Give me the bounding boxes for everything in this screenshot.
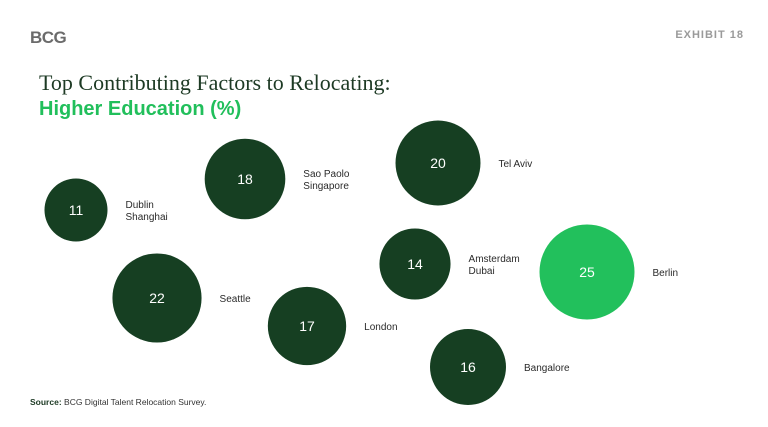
bubble-city-label: Sao Paolo xyxy=(303,169,350,180)
bubble-city-label: Dublin xyxy=(126,200,154,211)
bubble-value-label: 18 xyxy=(237,171,253,187)
bubble-city-label: Amsterdam xyxy=(469,254,520,265)
bubble-circle xyxy=(395,120,481,206)
subtitle-unit: (%) xyxy=(210,98,242,120)
bubble-value-label: 14 xyxy=(407,256,423,272)
bubble-value-label: 16 xyxy=(460,359,476,375)
bubble-tel-aviv: 20 Tel Aviv xyxy=(395,120,532,206)
chart-subtitle: Higher Education (%) xyxy=(39,98,241,121)
bubble-london: 17 London xyxy=(267,286,398,366)
bubble-value-label: 22 xyxy=(149,290,165,306)
source-label: Source: xyxy=(30,397,62,407)
bubble-circle xyxy=(112,253,202,343)
bubble-city-label: Tel Aviv xyxy=(498,159,532,170)
bubble-value-label: 17 xyxy=(299,318,315,334)
bubble-berlin: 25 Berlin xyxy=(539,224,679,320)
bubble-city-label: Bangalore xyxy=(524,363,570,374)
bubble-city-label: Berlin xyxy=(653,268,679,279)
bubble-circle xyxy=(430,329,506,405)
bubble-city-label: Seattle xyxy=(220,294,252,305)
bubble-city-label: Dubai xyxy=(469,266,495,277)
source-note: Source: BCG Digital Talent Relocation Su… xyxy=(30,397,206,407)
chart-title: Top Contributing Factors to Relocating: xyxy=(39,70,391,95)
bubble-circle xyxy=(539,224,635,320)
bubble-circle xyxy=(44,178,108,242)
bubble-bangalore: 16 Bangalore xyxy=(430,329,570,405)
bubble-city-label: Singapore xyxy=(303,181,349,192)
bubble-circle xyxy=(267,286,347,366)
exhibit-number: EXHIBIT 18 xyxy=(675,29,744,41)
bubble-city-label: London xyxy=(364,322,397,333)
bubble-circle xyxy=(379,228,451,300)
bubble-circle xyxy=(204,138,286,220)
bubble-city-label: Shanghai xyxy=(126,212,168,223)
bcg-logo: BCG xyxy=(30,28,67,47)
bubble-value-label: 11 xyxy=(69,202,84,218)
bubble-seattle: 22 Seattle xyxy=(112,253,252,343)
bubble-value-label: 25 xyxy=(579,264,595,280)
source-text: BCG Digital Talent Relocation Survey. xyxy=(64,397,207,407)
bubble-value-label: 20 xyxy=(430,155,446,171)
subtitle-text: Higher Education xyxy=(39,98,205,120)
